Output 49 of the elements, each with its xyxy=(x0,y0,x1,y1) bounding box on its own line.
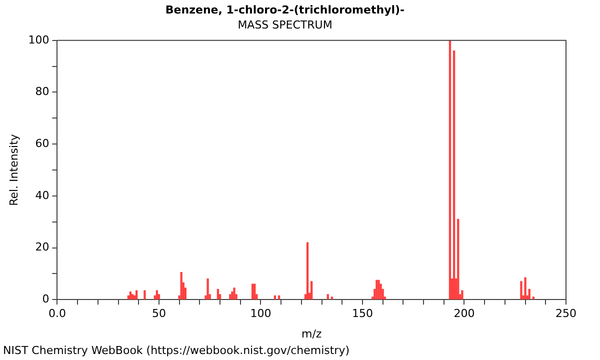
bar xyxy=(156,290,158,300)
y-tick-label: 80 xyxy=(35,85,50,98)
bar xyxy=(326,294,329,300)
text: NIST Chemistry WebBook (https://webbook.nist.gov/chemistry) xyxy=(3,344,350,357)
x-tick-label: 200 xyxy=(454,307,475,320)
chart-title: Benzene, 1-chloro-2-(trichloromethyl)- xyxy=(165,3,405,16)
bar xyxy=(528,288,530,300)
bar xyxy=(216,288,220,300)
bar xyxy=(306,242,309,300)
bar xyxy=(251,284,254,300)
bar xyxy=(448,40,452,300)
bar xyxy=(131,294,134,300)
bar xyxy=(127,295,130,300)
bar xyxy=(452,50,456,300)
bar xyxy=(310,281,313,300)
bar xyxy=(180,272,182,300)
y-tick-label: 40 xyxy=(35,188,50,202)
x-axis-title: m/z xyxy=(301,327,322,340)
bar xyxy=(330,296,334,300)
x-tick-label: 100 xyxy=(250,307,272,320)
bar xyxy=(274,295,276,300)
x-tick-label: 150 xyxy=(352,307,373,320)
bar xyxy=(129,291,132,300)
bar xyxy=(380,284,382,300)
bar xyxy=(457,218,460,300)
bar xyxy=(144,290,146,300)
bar xyxy=(520,281,522,300)
bar xyxy=(231,291,234,300)
x-tick-label: 250 xyxy=(556,307,576,320)
bar xyxy=(233,288,236,300)
bar xyxy=(376,280,378,300)
bar xyxy=(461,290,464,300)
y-axis-title: Rel. Intensity xyxy=(7,134,20,206)
bar xyxy=(278,295,280,300)
x-tick-label: 0.0 xyxy=(48,307,66,320)
bar xyxy=(524,277,526,300)
x-tick-label: 50 xyxy=(152,307,166,320)
bar xyxy=(532,296,535,300)
bar xyxy=(229,294,232,300)
bar xyxy=(158,294,160,300)
bar xyxy=(135,290,138,300)
bar xyxy=(378,280,380,300)
y-tick-label: 0 xyxy=(42,292,50,306)
y-tick-label: 60 xyxy=(35,136,50,150)
y-tick-label: 100 xyxy=(28,33,50,46)
y-tick-label: 20 xyxy=(35,240,50,254)
chart-subtitle: MASS SPECTRUM xyxy=(238,18,332,32)
bar xyxy=(254,284,256,300)
bar xyxy=(206,278,209,300)
